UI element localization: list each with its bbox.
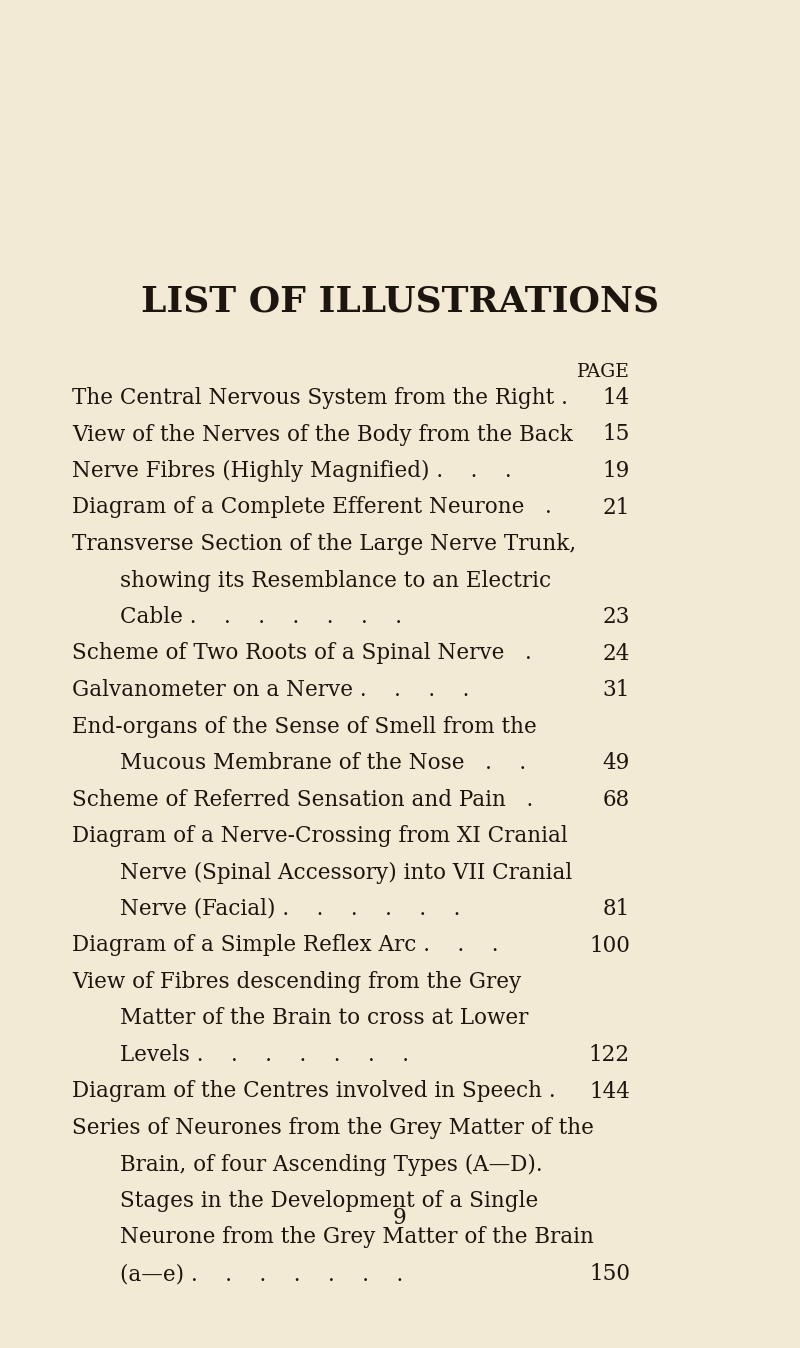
Text: 100: 100: [589, 934, 630, 957]
Text: showing its Resemblance to an Electric: showing its Resemblance to an Electric: [120, 569, 551, 592]
Text: 9: 9: [393, 1206, 407, 1229]
Text: Scheme of Referred Sensation and Pain   .: Scheme of Referred Sensation and Pain .: [72, 789, 534, 810]
Text: Scheme of Two Roots of a Spinal Nerve   .: Scheme of Two Roots of a Spinal Nerve .: [72, 643, 532, 665]
Text: 150: 150: [589, 1263, 630, 1285]
Text: PAGE: PAGE: [577, 363, 630, 381]
Text: The Central Nervous System from the Right .: The Central Nervous System from the Righ…: [72, 387, 568, 408]
Text: 31: 31: [602, 679, 630, 701]
Text: Nerve Fibres (Highly Magnified) .    .    .: Nerve Fibres (Highly Magnified) . . .: [72, 460, 512, 483]
Text: 24: 24: [602, 643, 630, 665]
Text: Neurone from the Grey Matter of the Brain: Neurone from the Grey Matter of the Brai…: [120, 1227, 594, 1248]
Text: View of Fibres descending from the Grey: View of Fibres descending from the Grey: [72, 971, 522, 993]
Text: Brain, of four Ascending Types (A—D).: Brain, of four Ascending Types (A—D).: [120, 1154, 542, 1175]
Text: Levels .    .    .    .    .    .    .: Levels . . . . . . .: [120, 1043, 409, 1066]
Text: 23: 23: [602, 607, 630, 628]
Text: 14: 14: [602, 387, 630, 408]
Text: Diagram of a Nerve-Crossing from XI Cranial: Diagram of a Nerve-Crossing from XI Cran…: [72, 825, 568, 847]
Text: View of the Nerves of the Body from the Back: View of the Nerves of the Body from the …: [72, 423, 573, 445]
Text: 144: 144: [589, 1081, 630, 1103]
Text: Nerve (Spinal Accessory) into VII Cranial: Nerve (Spinal Accessory) into VII Crania…: [120, 861, 572, 883]
Text: Stages in the Development of a Single: Stages in the Development of a Single: [120, 1190, 538, 1212]
Text: 21: 21: [602, 496, 630, 519]
Text: Matter of the Brain to cross at Lower: Matter of the Brain to cross at Lower: [120, 1007, 528, 1030]
Text: Nerve (Facial) .    .    .    .    .    .: Nerve (Facial) . . . . . .: [120, 898, 460, 919]
Text: 19: 19: [602, 460, 630, 483]
Text: 68: 68: [602, 789, 630, 810]
Text: 81: 81: [602, 898, 630, 919]
Text: Transverse Section of the Large Nerve Trunk,: Transverse Section of the Large Nerve Tr…: [72, 532, 576, 555]
Text: 49: 49: [602, 752, 630, 774]
Text: Mucous Membrane of the Nose   .    .: Mucous Membrane of the Nose . .: [120, 752, 526, 774]
Text: 122: 122: [589, 1043, 630, 1066]
Text: 15: 15: [602, 423, 630, 445]
Text: Galvanometer on a Nerve .    .    .    .: Galvanometer on a Nerve . . . .: [72, 679, 470, 701]
Text: Diagram of the Centres involved in Speech .: Diagram of the Centres involved in Speec…: [72, 1081, 556, 1103]
Text: End-organs of the Sense of Smell from the: End-organs of the Sense of Smell from th…: [72, 716, 537, 737]
Text: (a—e) .    .    .    .    .    .    .: (a—e) . . . . . . .: [120, 1263, 403, 1285]
Text: Series of Neurones from the Grey Matter of the: Series of Neurones from the Grey Matter …: [72, 1117, 594, 1139]
Text: LIST OF ILLUSTRATIONS: LIST OF ILLUSTRATIONS: [141, 284, 659, 319]
Text: Cable .    .    .    .    .    .    .: Cable . . . . . . .: [120, 607, 402, 628]
Text: Diagram of a Simple Reflex Arc .    .    .: Diagram of a Simple Reflex Arc . . .: [72, 934, 498, 957]
Text: Diagram of a Complete Efferent Neurone   .: Diagram of a Complete Efferent Neurone .: [72, 496, 552, 519]
